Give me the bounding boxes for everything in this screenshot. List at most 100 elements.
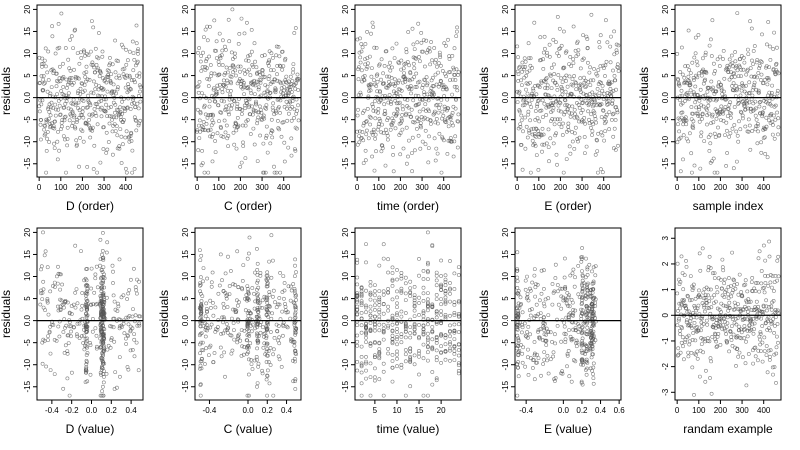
data-point [580,288,585,293]
data-point [400,127,405,132]
data-point [435,151,440,156]
data-point [676,122,680,127]
data-point [220,278,224,283]
data-point [132,332,137,337]
data-point [555,14,560,19]
data-point [223,48,228,52]
data-point [709,287,713,292]
data-point [46,338,50,343]
data-point [381,71,386,76]
data-point [235,101,240,106]
data-point [414,126,419,131]
data-point [751,49,756,53]
data-point [369,66,374,71]
x-tick-label: 200 [714,183,728,192]
data-point [129,139,134,143]
data-point [240,287,245,292]
data-point [397,61,402,66]
data-point [270,129,275,134]
data-point [267,290,272,294]
data-point [72,67,76,72]
data-point [750,275,755,280]
data-point [196,84,201,88]
data-point [529,105,534,110]
data-point [603,74,607,78]
data-point [718,342,723,347]
data-point [743,361,748,366]
data-point [84,360,89,365]
data-point [389,123,394,128]
data-point [195,85,200,89]
data-point [355,304,360,309]
x-axis-label: time (value) [377,422,440,436]
data-point [713,332,718,337]
data-point [452,287,457,291]
x-tick-label: 0.4 [595,406,607,415]
scatter-points [37,11,143,175]
data-point [132,354,137,359]
data-point [260,325,265,330]
data-point [708,141,713,146]
data-point [213,99,218,104]
data-point [243,308,248,313]
data-point [699,324,704,329]
data-point [593,117,598,121]
data-point [572,107,577,112]
data-point [359,344,364,349]
data-point [61,134,66,139]
data-point [99,324,104,329]
data-point [760,340,765,345]
data-point [768,280,773,285]
data-point [249,27,254,32]
data-point [367,54,372,59]
data-point [38,80,42,85]
data-point [198,258,203,263]
data-point [84,368,89,373]
data-point [545,83,550,88]
data-point [288,298,293,303]
data-point [120,111,125,116]
data-point [403,324,408,329]
data-point [258,330,263,335]
data-point [56,21,61,26]
x-tick-label: 0 [37,183,42,192]
data-point [40,88,45,93]
data-point [111,152,115,157]
data-point [201,120,206,124]
data-point [201,50,205,55]
data-point [774,61,779,66]
data-point [223,130,228,135]
data-point [733,74,737,79]
y-axis-label: residuals [477,67,491,115]
data-point [262,170,266,175]
data-point [359,293,364,298]
data-point [48,91,53,96]
data-point [361,123,366,128]
data-point [767,254,772,259]
y-tick-label: 15 [341,249,350,258]
data-point [532,340,537,344]
data-point [776,254,781,259]
y-tick-label: -10 [181,135,190,147]
data-point [707,299,712,304]
data-point [526,324,531,329]
x-tick-label: 200 [76,183,90,192]
data-point [774,345,779,350]
data-point [742,60,747,65]
data-point [680,45,684,50]
data-point [710,334,715,339]
data-point [439,302,444,307]
data-point [253,326,258,331]
data-point [42,127,47,132]
data-point [595,87,600,91]
data-point [434,348,439,353]
data-point [45,70,50,75]
data-point [758,99,763,104]
data-point [252,358,257,363]
data-point [515,315,520,320]
data-point [79,334,84,339]
data-point [87,101,92,106]
data-point [45,89,50,94]
data-point [231,70,236,75]
